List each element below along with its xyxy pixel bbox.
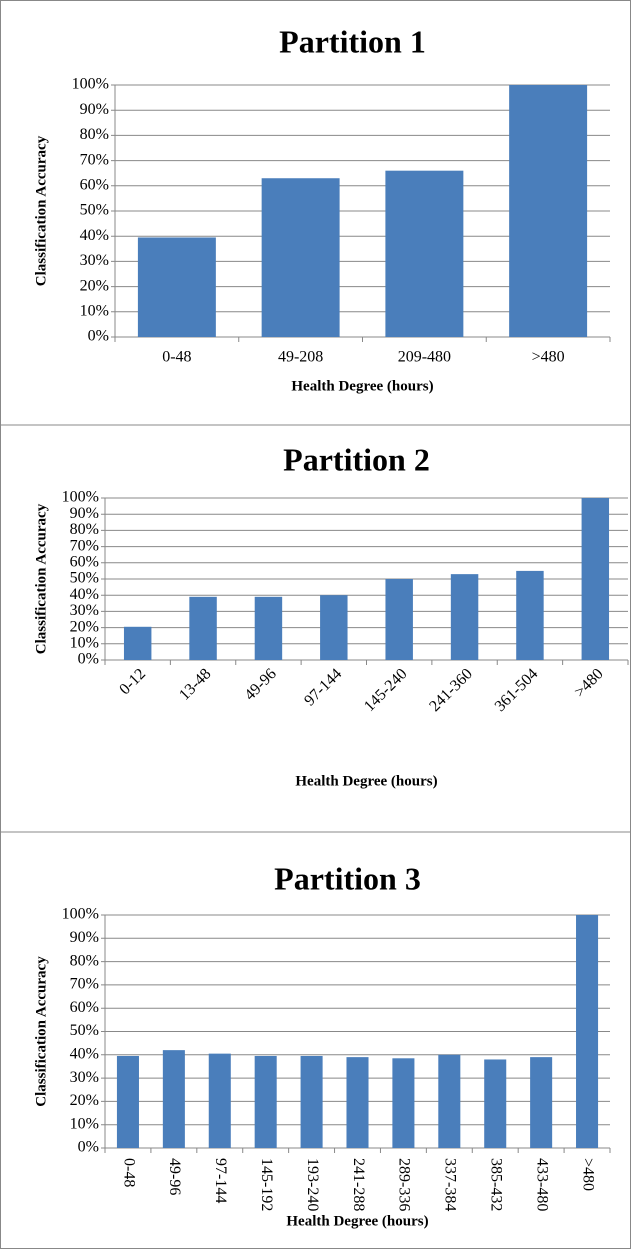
x-tick-label: 337-384 (442, 1158, 459, 1211)
y-tick-label: 90% (70, 505, 99, 522)
bar (254, 1055, 277, 1148)
y-tick-label: 80% (70, 521, 99, 538)
x-axis-label: Health Degree (hours) (291, 378, 433, 394)
chart-title: Partition 1 (279, 23, 426, 59)
x-tick-label: 193-240 (304, 1158, 321, 1211)
y-tick-label: 60% (70, 553, 99, 570)
y-tick-label: 50% (70, 570, 99, 587)
y-tick-label: 20% (70, 618, 99, 635)
chart-title: Partition 2 (283, 441, 430, 477)
bar (576, 915, 599, 1148)
bar (385, 579, 413, 660)
x-axis-label: Health Degree (hours) (286, 1213, 428, 1229)
y-tick-label: 70% (80, 151, 109, 168)
x-tick-label: 385-432 (488, 1158, 505, 1211)
bar (385, 170, 464, 337)
bar (320, 595, 348, 660)
bar (581, 498, 610, 660)
y-axis-label: Classification Accuracy (33, 956, 49, 1107)
bar (509, 85, 588, 337)
bar (116, 1055, 139, 1148)
bar (392, 1058, 415, 1148)
bar (438, 1054, 461, 1148)
bar (516, 570, 544, 660)
y-tick-label: 70% (70, 976, 99, 993)
x-axis-label: Health Degree (hours) (295, 773, 437, 789)
y-tick-label: 20% (80, 277, 109, 294)
bar (189, 596, 217, 660)
y-axis-label: Classification Accuracy (33, 503, 49, 654)
y-tick-label: 50% (70, 1022, 99, 1039)
x-tick-label: 49-208 (278, 349, 323, 366)
bar (261, 178, 340, 337)
bar (123, 626, 152, 660)
x-tick-label: 97-144 (301, 665, 345, 709)
y-tick-label: 100% (62, 906, 99, 923)
y-tick-label: 30% (80, 252, 109, 269)
x-tick-label: 361-504 (492, 665, 542, 715)
y-axis-label: Classification Accuracy (33, 135, 49, 286)
x-tick-label: >480 (579, 1158, 596, 1191)
bar (484, 1059, 507, 1148)
y-tick-label: 40% (80, 227, 109, 244)
y-tick-label: 90% (70, 929, 99, 946)
y-tick-label: 100% (72, 76, 109, 93)
bar (162, 1050, 185, 1148)
y-tick-label: 80% (80, 126, 109, 143)
x-tick-label: >480 (532, 349, 565, 366)
y-tick-label: 80% (70, 952, 99, 969)
x-tick-label: 0-12 (116, 665, 149, 698)
x-tick-label: 145-192 (258, 1158, 275, 1211)
bar (137, 237, 216, 337)
y-tick-label: 10% (70, 1115, 99, 1132)
x-tick-label: >480 (571, 665, 606, 700)
chart-title: Partition 3 (274, 860, 421, 896)
bar (254, 596, 283, 660)
bar (450, 574, 479, 660)
x-tick-label: 0-48 (162, 349, 191, 366)
y-tick-label: 0% (78, 651, 99, 668)
x-tick-label: 289-336 (396, 1158, 413, 1211)
y-tick-label: 0% (88, 328, 109, 345)
y-tick-label: 40% (70, 586, 99, 603)
bar (346, 1057, 369, 1148)
y-tick-label: 50% (80, 202, 109, 219)
x-tick-label: 433-480 (533, 1158, 550, 1211)
bar (300, 1055, 323, 1148)
x-tick-label: 145-240 (361, 665, 411, 715)
y-tick-label: 70% (70, 537, 99, 554)
y-tick-label: 60% (70, 999, 99, 1016)
y-tick-label: 0% (78, 1139, 99, 1156)
x-tick-label: 13-48 (176, 665, 214, 703)
bar (208, 1053, 231, 1148)
x-tick-label: 49-96 (166, 1158, 183, 1195)
y-tick-label: 30% (70, 602, 99, 619)
y-tick-label: 10% (80, 302, 109, 319)
y-tick-label: 20% (70, 1092, 99, 1109)
y-tick-label: 30% (70, 1069, 99, 1086)
x-tick-label: 97-144 (212, 1158, 229, 1203)
x-tick-label: 241-288 (350, 1158, 367, 1211)
y-tick-label: 10% (70, 634, 99, 651)
y-tick-label: 100% (62, 489, 99, 506)
y-tick-label: 40% (70, 1045, 99, 1062)
x-tick-label: 209-480 (398, 349, 451, 366)
x-tick-label: 49-96 (241, 665, 279, 703)
x-tick-label: 0-48 (120, 1158, 137, 1187)
y-tick-label: 90% (80, 101, 109, 118)
y-tick-label: 60% (80, 176, 109, 193)
bar (530, 1057, 553, 1148)
x-tick-label: 241-360 (426, 665, 476, 715)
